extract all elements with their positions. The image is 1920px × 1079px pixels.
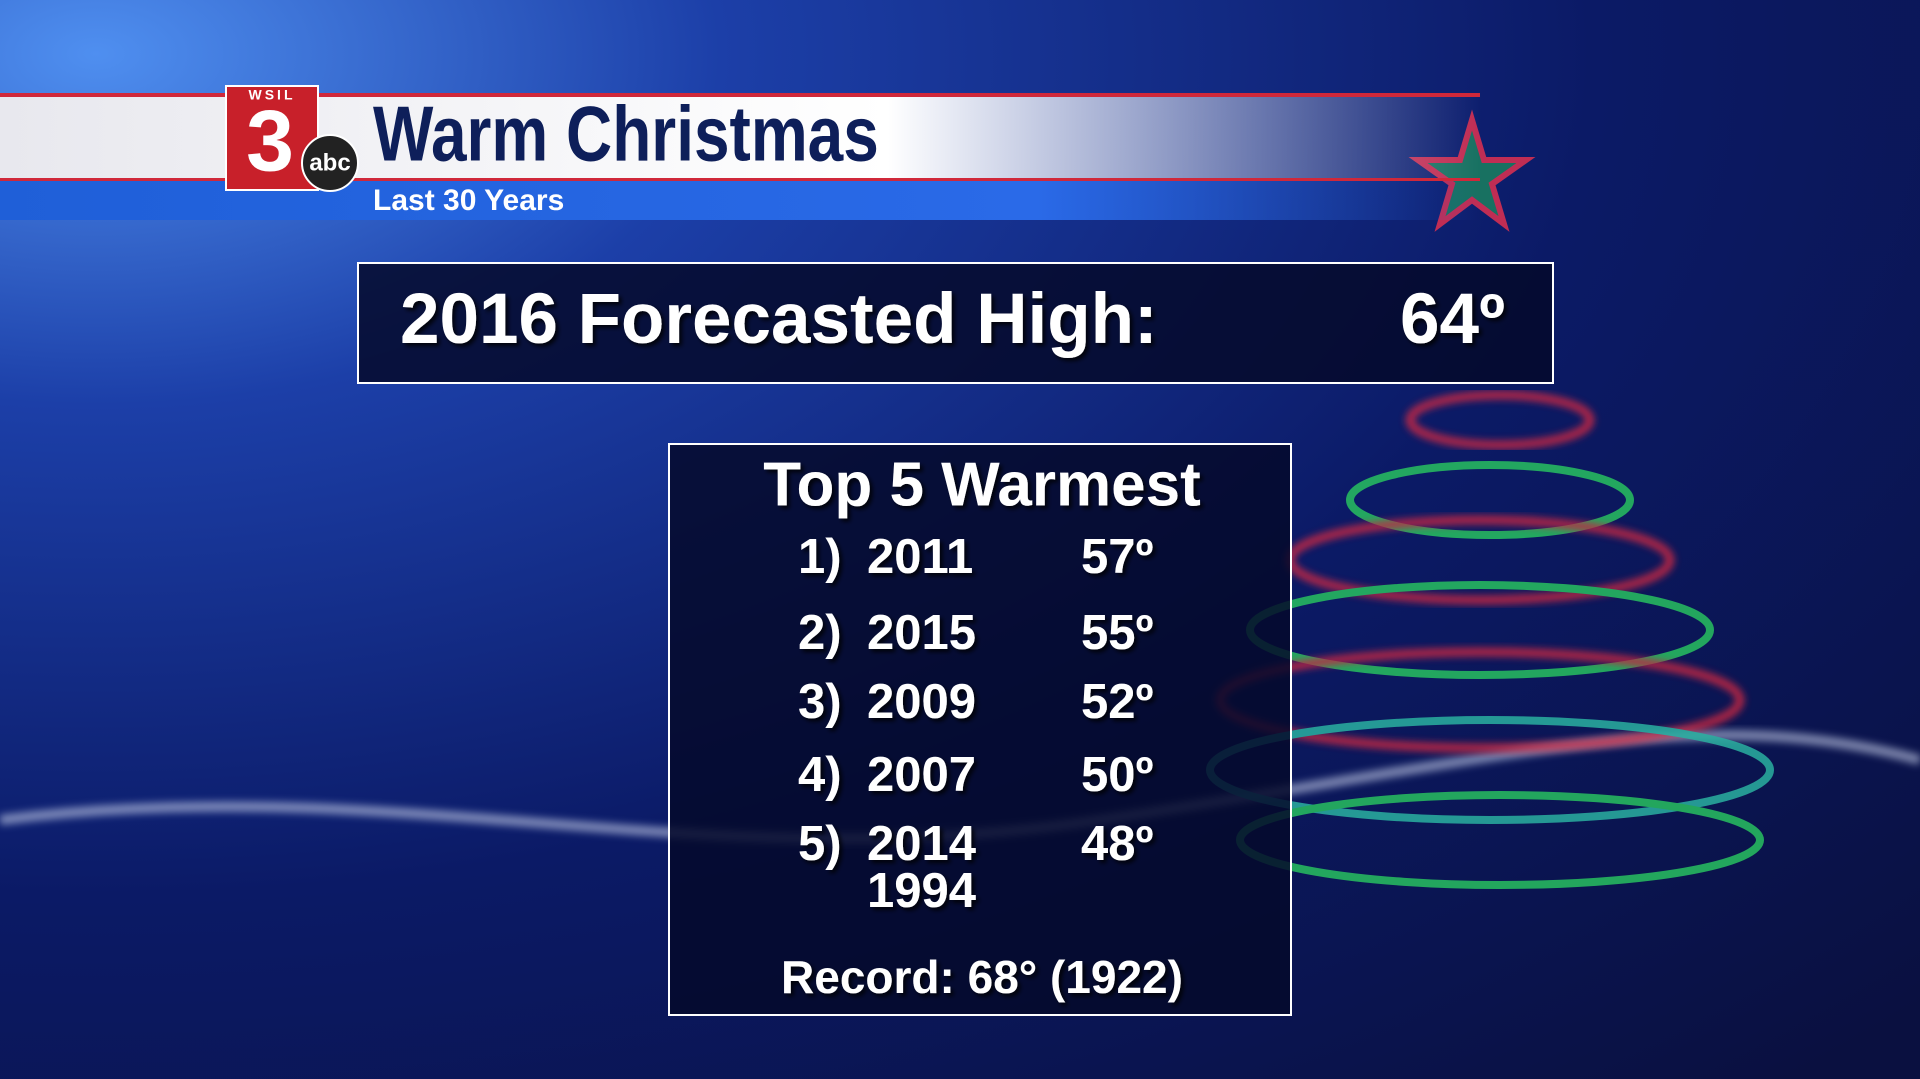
temp: 57º xyxy=(1081,530,1154,584)
temp: 55º xyxy=(1081,606,1154,660)
header-subtitle: Last 30 Years xyxy=(373,184,564,217)
year: 2015 xyxy=(867,606,976,660)
year: 1994 xyxy=(867,864,976,918)
year: 2011 xyxy=(867,530,973,584)
temp: 50º xyxy=(1081,748,1154,802)
rank: 2) xyxy=(798,606,842,660)
logo: WSIL 3 abc xyxy=(225,85,359,192)
rank: 1) xyxy=(798,530,842,584)
year: 2014 xyxy=(867,817,976,871)
logo-station: WSIL xyxy=(249,87,296,103)
logo-network: abc xyxy=(309,149,350,176)
rank: 5) xyxy=(798,817,842,871)
year: 2009 xyxy=(867,675,976,729)
rank: 4) xyxy=(798,748,842,802)
temp: 48º xyxy=(1081,817,1154,871)
forecast-box xyxy=(357,262,1554,384)
top5-title: Top 5 Warmest xyxy=(763,450,1201,519)
logo-channel: 3 xyxy=(246,94,294,190)
header-title: Warm Christmas xyxy=(373,91,879,178)
forecast-value: 64º xyxy=(1400,280,1505,359)
record: Record: 68° (1922) xyxy=(781,951,1183,1003)
top5-rows: 1) 2011 57º 2) 2015 55º 3) 2009 52º 4) 2007 50º 5) 20… xyxy=(798,530,1154,918)
top5-box xyxy=(668,443,1292,1016)
year: 2007 xyxy=(867,748,976,802)
rank: 3) xyxy=(798,675,842,729)
forecast-label: 2016 Forecasted High: xyxy=(400,280,1158,359)
temp: 52º xyxy=(1081,675,1154,729)
